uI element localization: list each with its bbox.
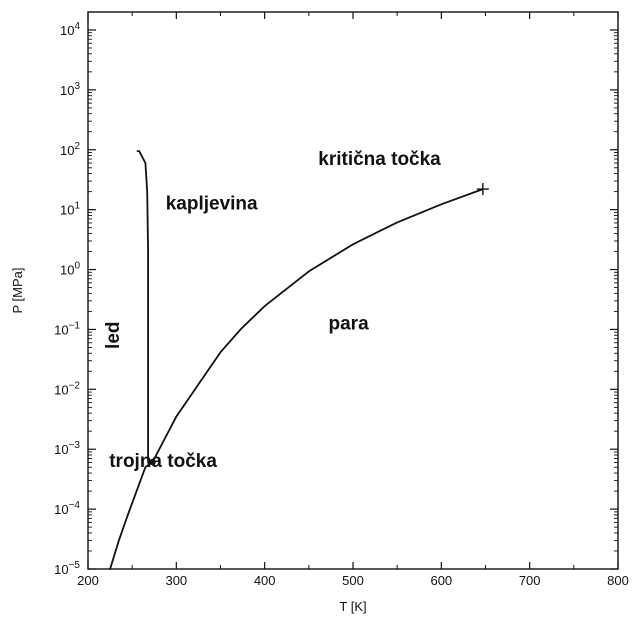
x-tick-label: 800 bbox=[607, 573, 629, 588]
label-led: led bbox=[103, 322, 124, 349]
x-tick-label: 700 bbox=[519, 573, 541, 588]
y-tick-exponent: −4 bbox=[69, 500, 81, 511]
y-tick-exponent: −2 bbox=[69, 380, 81, 391]
y-tick-base: 10 bbox=[54, 322, 68, 337]
x-tick-label: 300 bbox=[165, 573, 187, 588]
y-tick-exponent: 4 bbox=[74, 21, 80, 32]
y-tick-base: 10 bbox=[54, 442, 68, 457]
x-tick-label: 500 bbox=[342, 573, 364, 588]
y-tick-exponent: 1 bbox=[74, 201, 80, 212]
y-tick-base: 10 bbox=[54, 382, 68, 397]
x-axis-title: T [K] bbox=[339, 599, 366, 614]
x-tick-label: 400 bbox=[254, 573, 276, 588]
y-tick-base: 10 bbox=[54, 502, 68, 517]
y-tick-exponent: −1 bbox=[69, 320, 81, 331]
y-tick-base: 10 bbox=[54, 562, 68, 577]
y-tick-exponent: 3 bbox=[74, 81, 80, 92]
y-tick-base: 10 bbox=[60, 143, 74, 158]
y-tick-exponent: −3 bbox=[69, 440, 81, 451]
label-kapljevina: kapljevina bbox=[166, 194, 258, 215]
x-tick-label: 600 bbox=[430, 573, 452, 588]
x-tick-label: 200 bbox=[77, 573, 99, 588]
label-trojna-tocka: trojna točka bbox=[109, 451, 217, 472]
label-para: para bbox=[329, 313, 370, 334]
y-tick-base: 10 bbox=[60, 203, 74, 218]
y-tick-base: 10 bbox=[60, 263, 74, 278]
y-axis-title: P [MPa] bbox=[10, 267, 25, 313]
y-tick-exponent: 2 bbox=[74, 141, 80, 152]
y-tick-base: 10 bbox=[60, 23, 74, 38]
y-tick-base: 10 bbox=[60, 83, 74, 98]
label-kriticna-tocka: kritična točka bbox=[318, 149, 441, 170]
y-tick-exponent: −5 bbox=[69, 560, 81, 571]
y-tick-exponent: 0 bbox=[74, 261, 80, 272]
